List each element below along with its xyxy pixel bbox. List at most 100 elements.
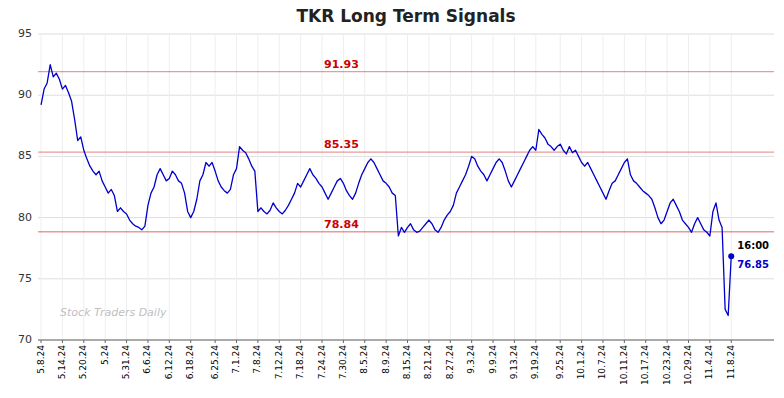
x-tick [667,340,668,343]
y-tick-label: 85 [18,149,32,162]
x-tick-label: 8.27.24 [445,345,455,380]
x-tick-label: 10.29.24 [683,345,693,385]
x-tick [300,340,301,343]
x-tick [581,340,582,343]
x-tick-label: 9.13.24 [509,345,519,380]
x-grid-line [428,34,429,340]
x-grid-line [535,34,536,340]
x-tick-label: 9.9.24 [488,345,498,374]
x-tick-label: 11.4.24 [704,345,714,380]
x-tick [343,340,344,343]
title: TKR Long Term Signals [296,6,515,26]
x-tick-label: 7.18.24 [295,345,305,380]
x-tick-label: 8.9.24 [381,345,391,374]
reference-label: 91.93 [324,58,359,71]
x-tick [471,340,472,343]
x-grid-line [514,34,515,340]
y-tick-label: 90 [18,88,32,101]
x-grid-line [407,34,408,340]
x-tick-label: 10.17.24 [640,345,650,385]
x-tick-label: 5.31.24 [121,345,131,380]
x-grid-line [279,34,280,340]
y-tick-label: 75 [18,272,32,285]
x-tick [407,340,408,343]
x-tick-label: 9.25.24 [555,345,565,380]
x-grid-line [257,34,258,340]
x-tick [257,340,258,343]
x-grid-line [364,34,365,340]
x-tick [624,340,625,343]
x-tick-label: 6.25.24 [210,345,220,380]
x-tick [709,340,710,343]
x-grid-line [624,34,625,340]
y-axis: 707580859095 [18,27,32,346]
background [0,0,784,398]
x-grid-line [83,34,84,340]
x-grid-line [215,34,216,340]
x-grid-line [169,34,170,340]
reference-label: 85.35 [324,138,359,151]
x-grid-line [41,34,42,340]
x-tick [428,340,429,343]
x-tick [364,340,365,343]
reference-line [38,71,774,72]
x-tick-label: 8.5.24 [359,345,369,374]
x-tick-label: 7.12.24 [274,345,284,380]
x-grid-line [602,34,603,340]
x-axis: 5.8.245.14.245.20.245.245.31.246.6.246.1… [36,340,774,385]
x-tick [215,340,216,343]
x-tick-label: 7.24.24 [317,345,327,380]
x-tick [190,340,191,343]
x-tick [147,340,148,343]
x-tick-label: 10.1.24 [576,345,586,380]
x-tick [83,340,84,343]
x-tick [535,340,536,343]
x-tick [493,340,494,343]
x-grid-line [236,34,237,340]
x-tick [688,340,689,343]
x-tick-label: 10.23.24 [662,345,672,385]
x-tick [322,340,323,343]
last-point [728,253,734,259]
x-tick-label: 10.11.24 [619,345,629,385]
x-tick-label: 7.30.24 [338,345,348,380]
x-tick-label: 7.8.24 [252,345,262,374]
x-grid-line [493,34,494,340]
x-grid-line [688,34,689,340]
chart: 7075808590955.8.245.14.245.20.245.245.31… [0,0,784,398]
x-tick [105,340,106,343]
x-tick-label: 6.12.24 [164,345,174,380]
x-grid-line [667,34,668,340]
last-time: 16:00 [737,240,769,251]
reference-line [38,231,774,232]
x-tick [41,340,42,343]
x-tick [450,340,451,343]
x-tick [602,340,603,343]
reference-line [38,151,774,152]
x-grid-line [450,34,451,340]
x-tick-label: 8.21.24 [423,345,433,380]
plot-area [38,65,774,316]
x-grid-line [126,34,127,340]
annotations: 91.9385.3578.8416:0076.85Stock Traders D… [60,58,769,319]
price-line [41,65,731,316]
x-tick [62,340,63,343]
x-tick [514,340,515,343]
x-tick [236,340,237,343]
watermark: Stock Traders Daily [60,306,167,319]
x-tick [386,340,387,343]
x-tick-label: 5.24 [100,345,110,365]
x-grid-line [709,34,710,340]
x-grid-line [560,34,561,340]
x-grid-line [62,34,63,340]
x-tick-label: 9.19.24 [530,345,540,380]
x-grid-line [581,34,582,340]
x-tick [645,340,646,343]
x-grid-line [147,34,148,340]
grid [38,34,774,340]
x-tick-label: 8.15.24 [402,345,412,380]
x-tick-label: 9.3.24 [466,345,476,374]
x-tick-label: 5.20.24 [78,345,88,380]
x-tick [126,340,127,343]
x-grid-line [645,34,646,340]
